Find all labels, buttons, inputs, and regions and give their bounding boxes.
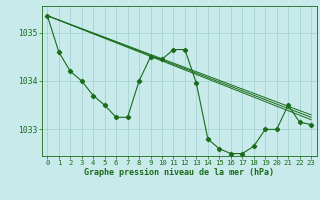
X-axis label: Graphe pression niveau de la mer (hPa): Graphe pression niveau de la mer (hPa)	[84, 168, 274, 177]
